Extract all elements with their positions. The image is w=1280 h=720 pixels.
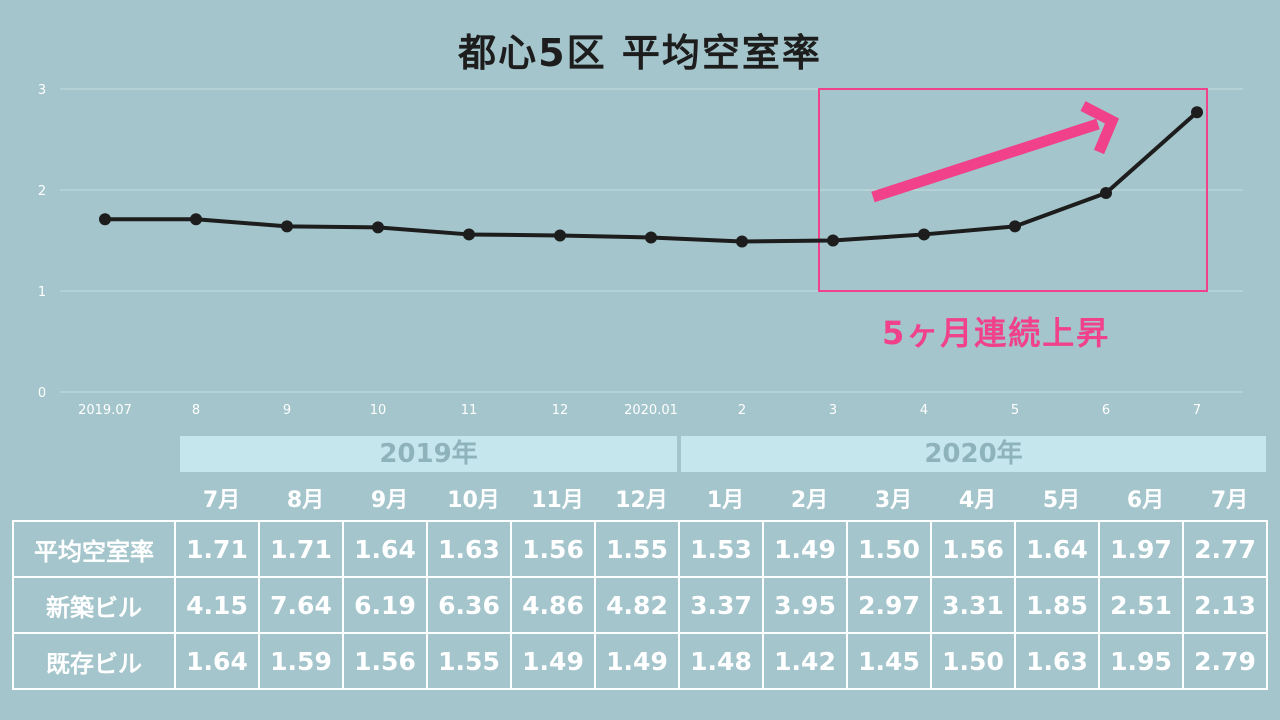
table-cell: 3.95 bbox=[762, 576, 848, 634]
table-cell: 1.55 bbox=[594, 520, 680, 578]
data-point bbox=[1009, 220, 1021, 233]
table-cell: 7.64 bbox=[258, 576, 344, 634]
month-label: 9月 bbox=[370, 488, 409, 513]
data-point bbox=[1191, 106, 1203, 119]
data-point bbox=[1100, 187, 1112, 200]
x-tick-label: 5 bbox=[1011, 403, 1019, 418]
y-tick-label: 3 bbox=[38, 83, 46, 98]
month-label: 3月 bbox=[874, 488, 913, 513]
table-cell: 1.71 bbox=[174, 520, 260, 578]
table-cell: 1.64 bbox=[342, 520, 428, 578]
table-row: 新築ビル 4.15 7.64 6.19 6.36 4.86 4.82 3.37 3.95 2.97… bbox=[12, 576, 1268, 634]
series-line bbox=[105, 110, 1199, 244]
table-cell: 2.77 bbox=[1182, 520, 1268, 578]
table-cell: 1.56 bbox=[930, 520, 1016, 578]
table-cell: 1.45 bbox=[846, 632, 932, 690]
highlight-box bbox=[818, 88, 1208, 292]
table-cell: 1.59 bbox=[258, 632, 344, 690]
x-tick-label: 2019.07 bbox=[78, 403, 132, 418]
x-tick-label: 9 bbox=[283, 403, 291, 418]
table-cell: 1.85 bbox=[1014, 576, 1100, 634]
x-tick-label: 7 bbox=[1193, 403, 1201, 418]
x-tick-label: 6 bbox=[1102, 403, 1110, 418]
table-cell: 2.97 bbox=[846, 576, 932, 634]
table-cell: 4.86 bbox=[510, 576, 596, 634]
chart-title: 都心5区 平均空室率 bbox=[458, 31, 822, 75]
month-label: 4月 bbox=[958, 488, 997, 513]
data-point bbox=[281, 220, 293, 233]
data-point bbox=[645, 231, 657, 244]
y-tick-label: 2 bbox=[38, 184, 46, 199]
x-tick-label: 10 bbox=[370, 403, 387, 418]
table-cell: 1.49 bbox=[510, 632, 596, 690]
x-tick-label: 2020.01 bbox=[624, 403, 678, 418]
y-tick-label: 0 bbox=[38, 386, 46, 401]
data-point bbox=[372, 221, 384, 234]
table-cell: 1.56 bbox=[510, 520, 596, 578]
month-label: 10月 bbox=[447, 488, 500, 513]
month-label: 12月 bbox=[615, 488, 668, 513]
table-cell: 1.50 bbox=[930, 632, 1016, 690]
table-cell: 1.64 bbox=[1014, 520, 1100, 578]
y-tick-label: 1 bbox=[38, 285, 46, 300]
table-cell: 4.82 bbox=[594, 576, 680, 634]
data-point bbox=[463, 228, 475, 241]
month-label: 7月 bbox=[202, 488, 241, 513]
table-cell: 2.51 bbox=[1098, 576, 1184, 634]
table-cell: 4.15 bbox=[174, 576, 260, 634]
year-band-2020: 2020年 bbox=[681, 436, 1266, 472]
x-tick-label: 3 bbox=[829, 403, 837, 418]
x-tick-label: 11 bbox=[461, 403, 478, 418]
data-point bbox=[918, 228, 930, 241]
table-cell: 2.13 bbox=[1182, 576, 1268, 634]
month-label: 5月 bbox=[1042, 488, 1081, 513]
table-cell: 1.48 bbox=[678, 632, 764, 690]
table-cell: 1.50 bbox=[846, 520, 932, 578]
table-cell: 1.71 bbox=[258, 520, 344, 578]
table-cell: 1.49 bbox=[594, 632, 680, 690]
table-cell: 1.49 bbox=[762, 520, 848, 578]
table-cell: 1.97 bbox=[1098, 520, 1184, 578]
month-label: 7月 bbox=[1210, 488, 1249, 513]
table-cell: 1.56 bbox=[342, 632, 428, 690]
callout-text: 5ヶ月連続上昇 bbox=[882, 314, 1111, 352]
table-cell: 1.55 bbox=[426, 632, 512, 690]
table-row: 平均空室率 1.71 1.71 1.64 1.63 1.56 1.55 1.53 1.49 1.5… bbox=[12, 520, 1268, 578]
table-cell: 1.63 bbox=[426, 520, 512, 578]
table-cell: 1.64 bbox=[174, 632, 260, 690]
month-label: 11月 bbox=[531, 488, 584, 513]
month-label: 2月 bbox=[790, 488, 829, 513]
table-cell: 6.19 bbox=[342, 576, 428, 634]
year-band-2019: 2019年 bbox=[180, 436, 677, 472]
x-tick-label: 12 bbox=[552, 403, 569, 418]
x-tick-label: 4 bbox=[920, 403, 928, 418]
data-point bbox=[190, 213, 202, 226]
table-cell: 3.31 bbox=[930, 576, 1016, 634]
table-cell: 1.42 bbox=[762, 632, 848, 690]
trend-arrow-shaft bbox=[871, 118, 1100, 203]
table-row: 既存ビル 1.64 1.59 1.56 1.55 1.49 1.49 1.48 1.42 1.45… bbox=[12, 632, 1268, 690]
table-cell: 6.36 bbox=[426, 576, 512, 634]
data-point bbox=[736, 235, 748, 248]
data-point bbox=[99, 213, 111, 226]
month-label: 1月 bbox=[706, 488, 745, 513]
table-cell: 2.79 bbox=[1182, 632, 1268, 690]
table-cell: 1.53 bbox=[678, 520, 764, 578]
table-cell: 1.95 bbox=[1098, 632, 1184, 690]
month-label: 6月 bbox=[1126, 488, 1165, 513]
data-table: 平均空室率 1.71 1.71 1.64 1.63 1.56 1.55 1.53 1.49 1.5… bbox=[12, 520, 1268, 690]
data-point bbox=[554, 229, 566, 242]
table-cell: 3.37 bbox=[678, 576, 764, 634]
trend-arrow-head bbox=[1080, 101, 1120, 155]
month-label: 8月 bbox=[286, 488, 325, 513]
x-tick-label: 8 bbox=[192, 403, 200, 418]
data-point bbox=[827, 234, 839, 247]
row-label: 平均空室率 bbox=[12, 520, 176, 578]
row-label: 新築ビル bbox=[12, 576, 176, 634]
x-tick-label: 2 bbox=[738, 403, 746, 418]
table-cell: 1.63 bbox=[1014, 632, 1100, 690]
row-label: 既存ビル bbox=[12, 632, 176, 690]
